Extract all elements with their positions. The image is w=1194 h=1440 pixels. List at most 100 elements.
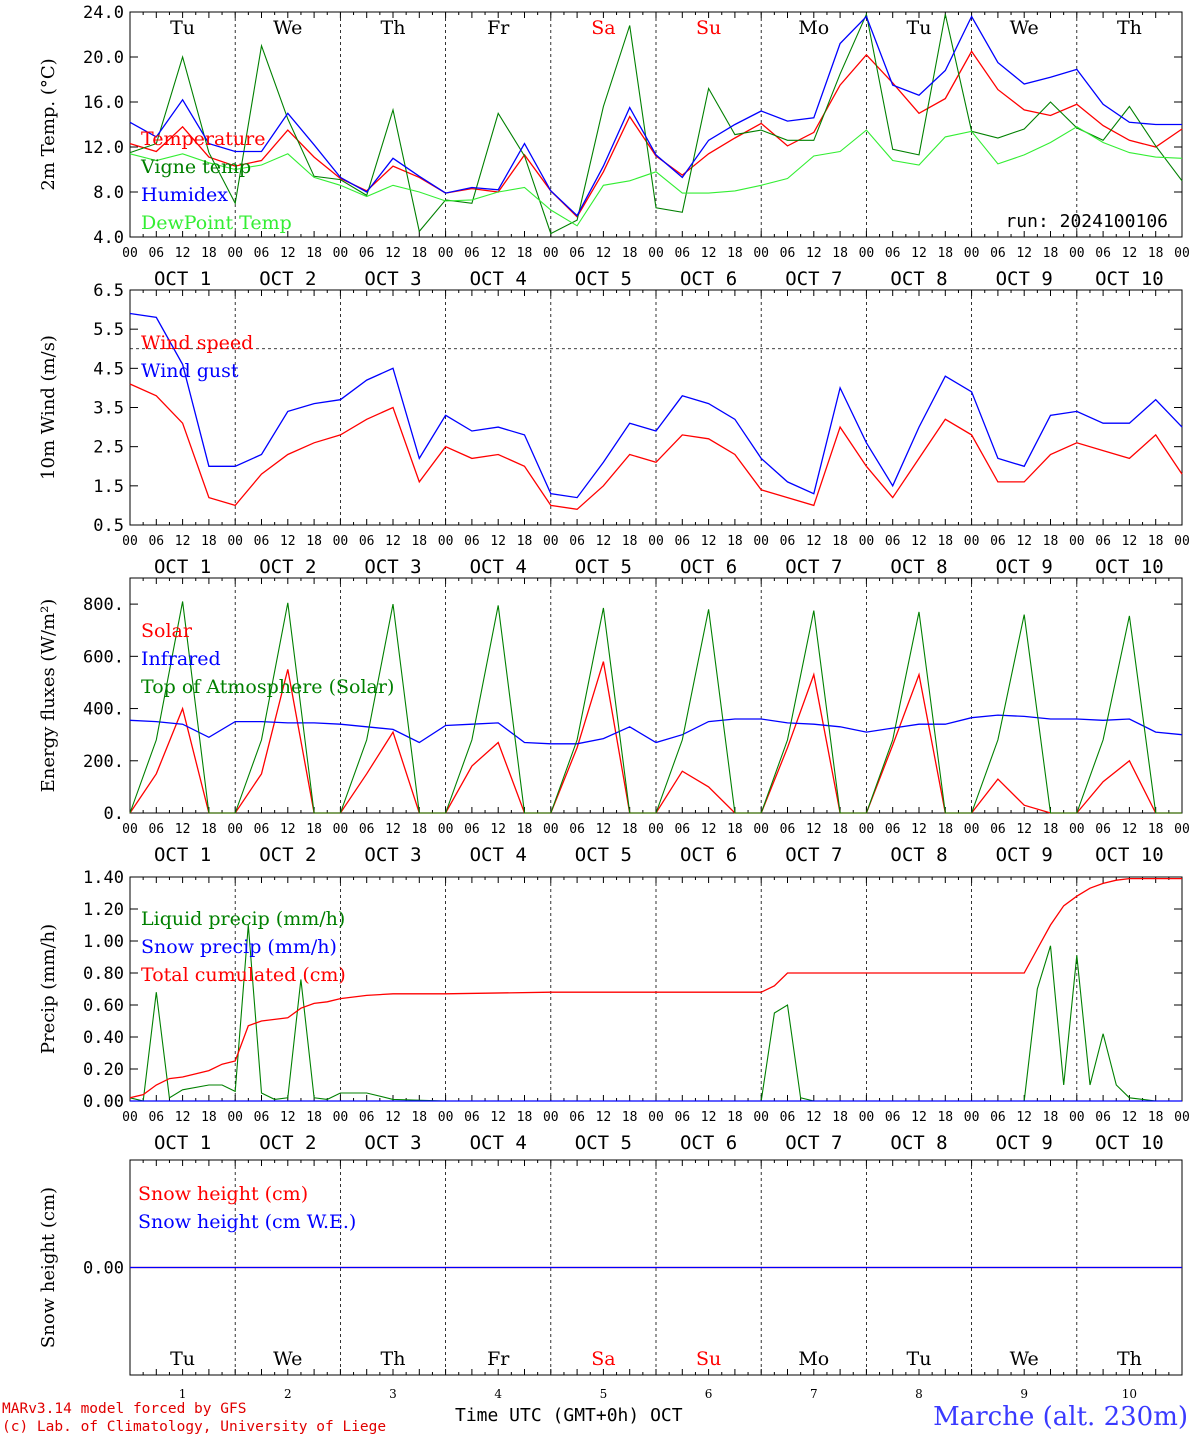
- date-label: OCT 9: [996, 268, 1053, 290]
- hour-tick-label: 00: [543, 1110, 559, 1125]
- hour-tick-label: 18: [622, 534, 638, 549]
- run-label: run: 2024100106: [1005, 211, 1168, 232]
- day-label: Th: [1117, 1348, 1142, 1370]
- date-label: OCT 2: [259, 844, 316, 866]
- y-tick-label: 1.40: [83, 868, 124, 888]
- hour-tick-label: 00: [859, 246, 875, 261]
- y-tick-label: 0.00: [83, 1092, 124, 1112]
- hour-tick-label: 18: [727, 534, 743, 549]
- y-tick-label: 2.5: [93, 438, 124, 458]
- hour-tick-label: 12: [280, 534, 296, 549]
- y-tick-label: 1.00: [83, 932, 124, 952]
- hour-tick-label: 12: [911, 1110, 927, 1125]
- hour-tick-label: 06: [464, 822, 480, 837]
- hour-tick-label: 06: [1095, 822, 1111, 837]
- hour-tick-label: 06: [254, 246, 270, 261]
- y-tick-label: 600.: [83, 647, 124, 667]
- hour-tick-label: 06: [674, 246, 690, 261]
- hour-tick-label: 18: [622, 1110, 638, 1125]
- hour-tick-label: 12: [701, 534, 717, 549]
- y-tick-label: 0.20: [83, 1060, 124, 1080]
- panel-frame-0: [129, 11, 1183, 238]
- hour-tick-label: 12: [701, 246, 717, 261]
- day-label: Th: [381, 1348, 406, 1370]
- hour-tick-label: 06: [254, 1110, 270, 1125]
- hour-tick-label: 06: [674, 534, 690, 549]
- hour-tick-label: 00: [648, 246, 664, 261]
- hour-tick-label: 12: [280, 822, 296, 837]
- hour-tick-label: 06: [359, 1110, 375, 1125]
- hour-tick-label: 00: [1069, 1110, 1085, 1125]
- hour-tick-label: 12: [175, 246, 191, 261]
- hour-tick-label: 18: [937, 822, 953, 837]
- hour-tick-label: 12: [175, 822, 191, 837]
- hour-tick-label: 18: [306, 1110, 322, 1125]
- hour-tick-label: 06: [674, 1110, 690, 1125]
- hour-tick-label: 12: [385, 246, 401, 261]
- hour-tick-label: 18: [1148, 1110, 1164, 1125]
- y-axis-label: Precip (mm/h): [38, 924, 59, 1054]
- series-line: [129, 15, 1182, 217]
- hour-tick-label: 18: [411, 822, 427, 837]
- footer-credits: MARv3.14 model forced by GFS (c) Lab. of…: [2, 1400, 386, 1436]
- legend-entry: DewPoint Temp: [141, 212, 292, 234]
- hour-tick-label: 00: [438, 534, 454, 549]
- hour-tick-label: 12: [175, 534, 191, 549]
- hour-tick-label: 18: [306, 822, 322, 837]
- date-label: OCT 1: [154, 844, 211, 866]
- series-line: [129, 50, 1183, 218]
- hour-tick-label: 12: [1016, 1110, 1032, 1125]
- day-label: Tu: [907, 1348, 932, 1370]
- date-label: OCT 6: [680, 556, 737, 578]
- date-label: OCT 1: [154, 1132, 211, 1154]
- hour-tick-label: 06: [148, 1110, 164, 1125]
- hour-tick-label: 06: [359, 822, 375, 837]
- y-tick-label: 800.: [83, 595, 124, 615]
- date-label: OCT 10: [1095, 844, 1164, 866]
- hour-tick-label: 18: [937, 246, 953, 261]
- hour-tick-label: 06: [780, 534, 796, 549]
- y-axis-label: 10m Wind (m/s): [38, 335, 59, 480]
- hour-tick-label: 06: [780, 1110, 796, 1125]
- date-label: OCT 8: [890, 268, 947, 290]
- hour-tick-label: 00: [859, 822, 875, 837]
- hour-tick-label: 06: [464, 1110, 480, 1125]
- hour-tick-label: 12: [701, 1110, 717, 1125]
- day-number: 4: [494, 1387, 502, 1400]
- day-label: Sa: [591, 1348, 615, 1370]
- date-label: OCT 3: [364, 268, 421, 290]
- hour-tick-label: 18: [727, 246, 743, 261]
- series-line: [129, 126, 1183, 227]
- hour-tick-label: 00: [333, 246, 349, 261]
- y-tick-label: 16.0: [83, 93, 124, 113]
- hour-tick-label: 12: [596, 534, 612, 549]
- hour-tick-label: 00: [648, 1110, 664, 1125]
- hour-tick-label: 12: [280, 1110, 296, 1125]
- hour-tick-label: 18: [306, 534, 322, 549]
- day-label: Tu: [907, 17, 932, 39]
- hour-tick-label: 18: [517, 822, 533, 837]
- hour-tick-label: 18: [306, 246, 322, 261]
- day-label: We: [273, 1348, 302, 1370]
- y-tick-label: 6.5: [93, 281, 124, 301]
- hour-tick-label: 18: [1148, 246, 1164, 261]
- hour-tick-label: 06: [1095, 246, 1111, 261]
- hour-tick-label: 06: [885, 1110, 901, 1125]
- day-label: Th: [1117, 17, 1142, 39]
- hour-tick-label: 00: [648, 822, 664, 837]
- date-label: OCT 6: [680, 844, 737, 866]
- legend-entry: Temperature: [141, 128, 265, 150]
- hour-tick-label: 06: [359, 246, 375, 261]
- date-label: OCT 10: [1095, 1132, 1164, 1154]
- y-tick-label: 4.5: [93, 359, 124, 379]
- hour-tick-label: 12: [596, 246, 612, 261]
- y-tick-label: 200.: [83, 752, 124, 772]
- date-label: OCT 2: [259, 556, 316, 578]
- hour-tick-label: 00: [333, 1110, 349, 1125]
- hour-tick-label: 12: [806, 534, 822, 549]
- date-label: OCT 2: [259, 1132, 316, 1154]
- hour-tick-label: 00: [964, 1110, 980, 1125]
- day-number: 9: [1020, 1387, 1028, 1400]
- hour-tick-label: 18: [1148, 534, 1164, 549]
- hour-tick-label: 00: [753, 822, 769, 837]
